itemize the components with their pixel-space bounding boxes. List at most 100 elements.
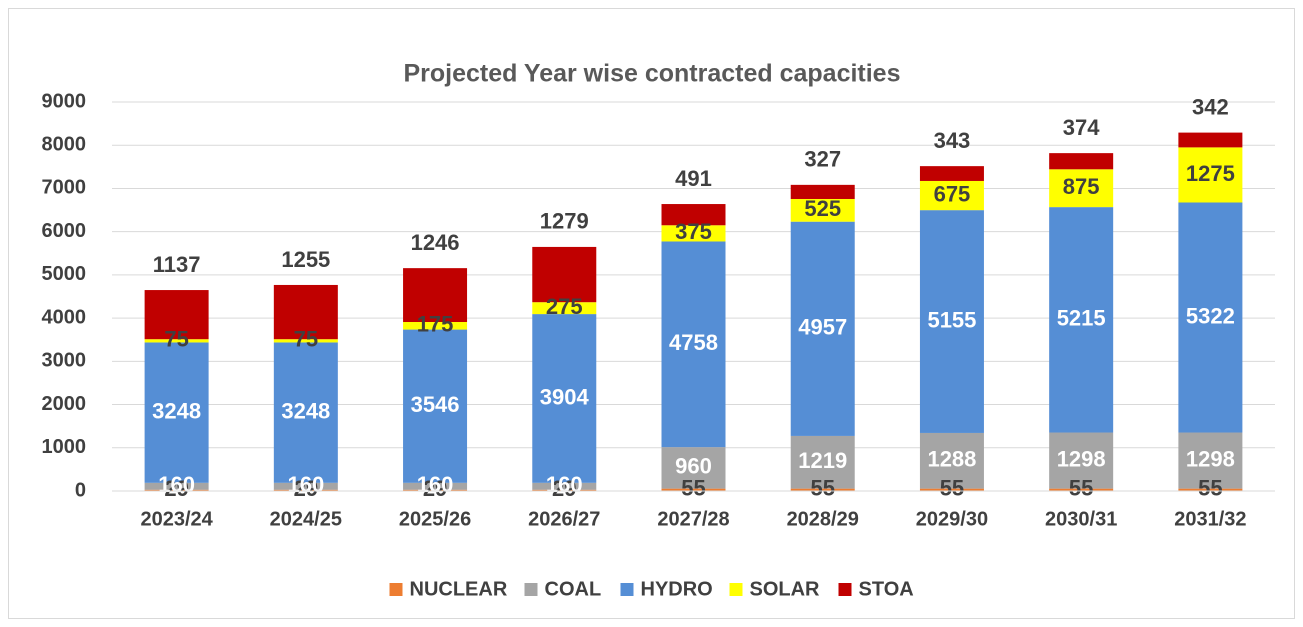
- data-label: 160: [287, 472, 324, 497]
- data-label: 3904: [540, 384, 590, 409]
- data-label: 342: [1192, 94, 1229, 119]
- bar-segment: [1178, 432, 1243, 489]
- data-label: 29: [552, 476, 576, 501]
- bar-segment: [273, 482, 338, 490]
- data-label: 275: [546, 294, 583, 319]
- bar-segment: [919, 166, 984, 181]
- bar-segment: [661, 447, 726, 489]
- data-label: 1298: [1186, 446, 1235, 471]
- bar-segment: [1049, 488, 1114, 491]
- data-label: 1255: [281, 247, 330, 272]
- data-label: 675: [934, 181, 971, 206]
- bar-segment: [403, 329, 468, 483]
- y-tick-label: 4000: [42, 306, 87, 328]
- bar-segment: [144, 489, 209, 491]
- data-label: 375: [675, 219, 712, 244]
- data-label: 55: [1198, 476, 1222, 501]
- bar-segment: [273, 342, 338, 483]
- data-label: 160: [158, 472, 195, 497]
- bar-segment: [1049, 432, 1114, 489]
- data-label: 55: [940, 476, 964, 501]
- bar-segment: [1178, 488, 1243, 491]
- bar-segment: [790, 435, 855, 489]
- y-tick-label: 6000: [42, 220, 87, 242]
- bar-segment: [273, 284, 338, 340]
- data-label: 75: [164, 327, 188, 352]
- data-label: 1298: [1057, 446, 1106, 471]
- y-tick-label: 9000: [42, 90, 87, 112]
- data-label: 29: [423, 476, 447, 501]
- data-label: 160: [546, 472, 583, 497]
- data-label: 343: [934, 128, 971, 153]
- data-label: 29: [294, 476, 318, 501]
- legend-label: NUCLEAR: [410, 578, 508, 600]
- bar-segment: [532, 302, 597, 315]
- data-label: 3546: [411, 392, 460, 417]
- data-label: 374: [1063, 115, 1100, 140]
- bar-segment: [273, 489, 338, 491]
- legend-swatch: [838, 583, 852, 596]
- bar-segment: [919, 180, 984, 211]
- data-label: 1288: [927, 447, 976, 472]
- data-label: 5155: [927, 307, 976, 332]
- data-label: 55: [681, 476, 705, 501]
- bar-segment: [661, 488, 726, 491]
- y-tick-label: 0: [75, 479, 86, 501]
- x-tick-label: 2028/29: [787, 508, 859, 530]
- x-tick-label: 2029/30: [916, 508, 988, 530]
- y-tick-label: 1000: [42, 436, 87, 458]
- data-label: 5215: [1057, 306, 1106, 331]
- bar-segment: [1178, 132, 1243, 148]
- bar-segment: [273, 339, 338, 343]
- data-label: 1279: [540, 209, 589, 234]
- bar-segment: [1049, 207, 1114, 433]
- legend-label: HYDRO: [641, 578, 713, 600]
- data-label: 1275: [1186, 161, 1235, 186]
- bar-segment: [403, 268, 468, 323]
- data-label: 3248: [152, 398, 201, 423]
- data-label: 160: [417, 472, 454, 497]
- y-tick-label: 5000: [42, 263, 87, 285]
- x-tick-label: 2023/24: [140, 508, 213, 530]
- bar-segment: [790, 488, 855, 491]
- data-label: 3248: [281, 398, 330, 423]
- bar-segment: [144, 482, 209, 490]
- data-label: 1246: [411, 230, 460, 255]
- data-label: 55: [810, 476, 834, 501]
- bar-segment: [790, 221, 855, 436]
- bar-segment: [403, 489, 468, 491]
- bar-segment: [661, 204, 726, 226]
- data-label: 5322: [1186, 303, 1235, 328]
- y-tick-label: 8000: [42, 134, 87, 156]
- legend-swatch: [524, 583, 538, 596]
- x-tick-label: 2027/28: [657, 508, 729, 530]
- data-label: 55: [1069, 476, 1093, 501]
- x-tick-label: 2026/27: [528, 508, 600, 530]
- legend-swatch: [389, 583, 403, 596]
- bar-segment: [1049, 153, 1114, 170]
- bar-segment: [1178, 202, 1243, 433]
- y-tick-label: 7000: [42, 177, 87, 199]
- bar-segment: [403, 482, 468, 490]
- bar-segment: [532, 246, 597, 303]
- bar-segment: [532, 489, 597, 491]
- x-tick-label: 2025/26: [399, 508, 471, 530]
- y-tick-label: 3000: [42, 350, 87, 372]
- bar-segment: [919, 432, 984, 489]
- data-label: 29: [164, 476, 188, 501]
- chart-title: Projected Year wise contracted capacitie…: [403, 60, 900, 88]
- legend-label: COAL: [545, 578, 602, 600]
- legend-label: STOA: [859, 578, 914, 600]
- data-label: 1137: [153, 252, 201, 277]
- data-label: 75: [294, 327, 318, 352]
- bar-segment: [790, 184, 855, 199]
- x-tick-label: 2031/32: [1174, 508, 1246, 530]
- bar-segment: [661, 225, 726, 242]
- x-tick-label: 2024/25: [270, 508, 342, 530]
- data-label: 960: [675, 454, 712, 479]
- x-tick-label: 2030/31: [1045, 508, 1117, 530]
- data-label: 4957: [798, 315, 847, 340]
- data-label: 1219: [798, 448, 847, 473]
- legend-swatch: [729, 583, 743, 596]
